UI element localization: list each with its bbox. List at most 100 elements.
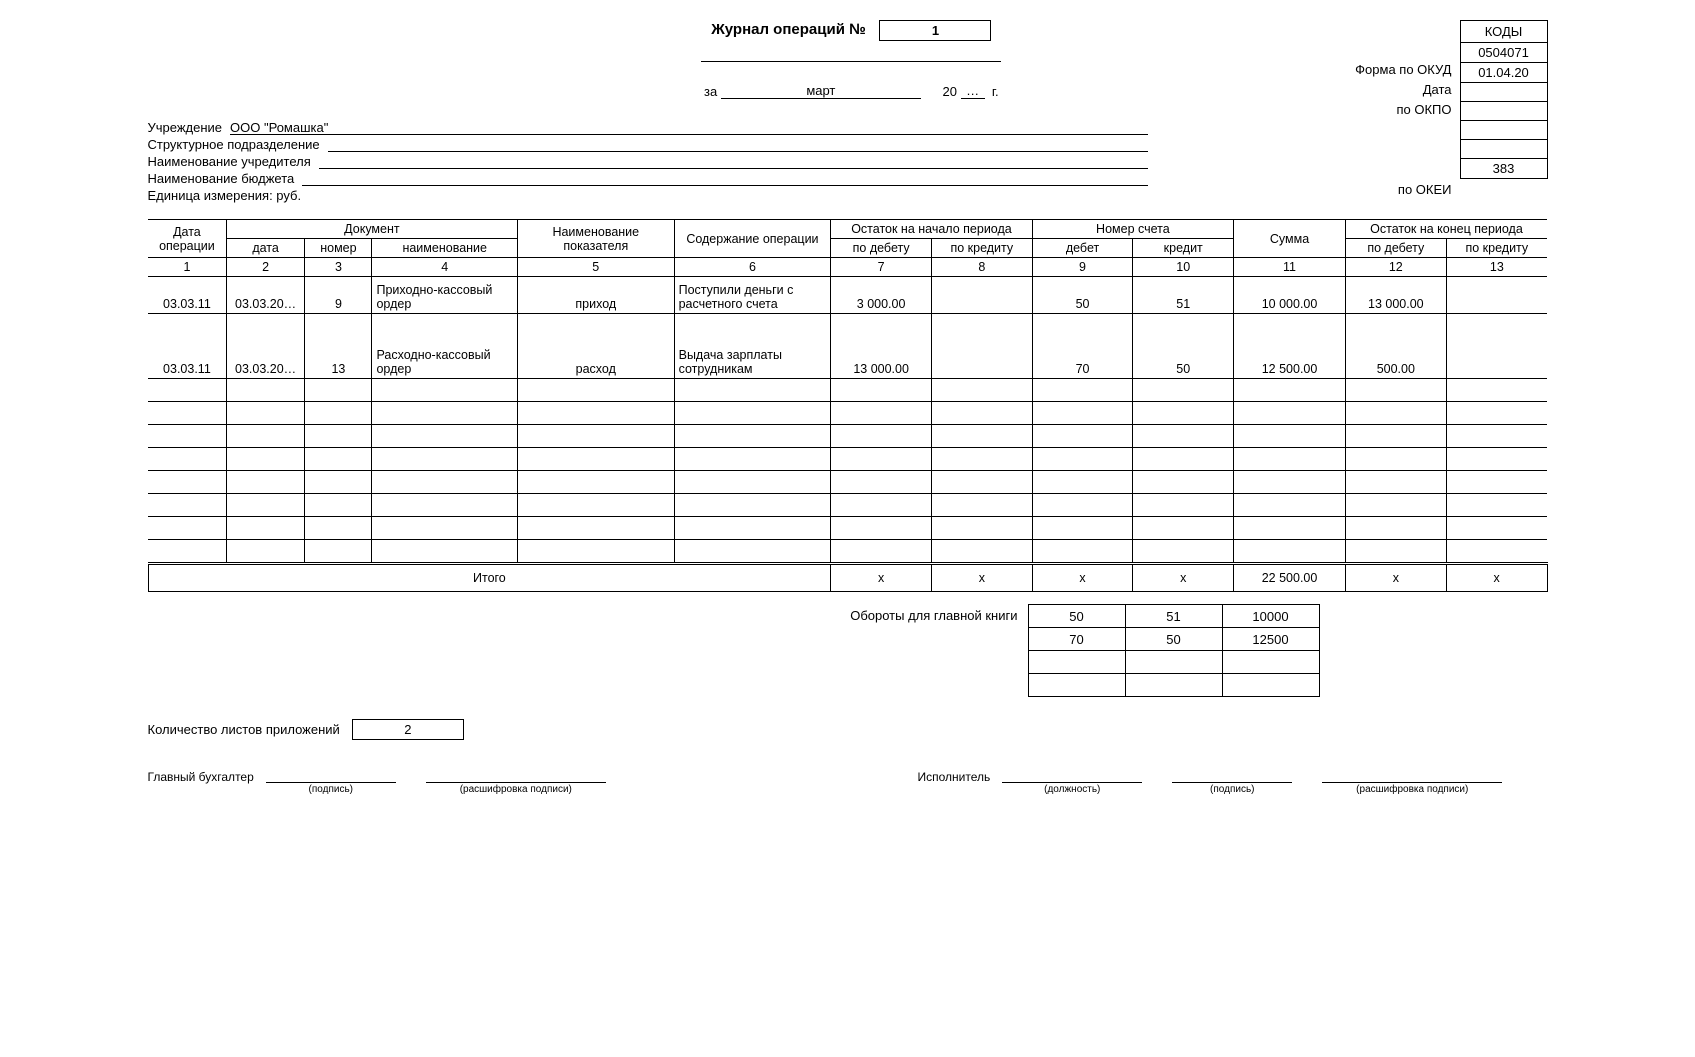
journal-number-box: 1 (879, 20, 991, 41)
total-acc-credit: x (1133, 564, 1234, 592)
period-year-dots: … (961, 83, 985, 98)
cell-empty (674, 379, 831, 402)
colnum: 13 (1446, 258, 1547, 277)
cell-empty (1234, 402, 1346, 425)
code-date: 01.04.20 (1460, 63, 1547, 83)
codes-label-blank (1355, 120, 1451, 140)
cell-empty (931, 379, 1032, 402)
cell-empty (674, 494, 831, 517)
cell-empty (372, 402, 517, 425)
cell-empty (148, 379, 226, 402)
codes-block: Форма по ОКУД Дата по ОКПО по ОКЕИ КОДЫ … (1355, 20, 1547, 200)
th-document: Документ (226, 220, 517, 239)
code-form: 0504071 (1460, 43, 1547, 63)
codes-label-blank (1355, 160, 1451, 180)
th-eb-credit: по кредиту (1446, 239, 1547, 258)
cell-sb-credit (931, 314, 1032, 379)
cell-empty (674, 540, 831, 564)
th-doc-name: наименование (372, 239, 517, 258)
table-row-empty (148, 517, 1547, 540)
cell-empty (148, 448, 226, 471)
turnover-cell (1222, 674, 1319, 697)
cell-empty (831, 402, 932, 425)
total-sb-credit: x (931, 564, 1032, 592)
cell-empty (1032, 448, 1133, 471)
cell-empty (1446, 402, 1547, 425)
info-institution-line: ООО "Ромашка" (230, 120, 1147, 135)
table-header-row: Дата операции Документ Наименование пока… (148, 220, 1547, 239)
cell-empty (831, 517, 932, 540)
th-sum: Сумма (1234, 220, 1346, 258)
period-prefix: за (704, 84, 717, 99)
turnover-cell: 70 (1028, 628, 1125, 651)
cell-indicator: приход (517, 277, 674, 314)
sign-caption: (расшифровка подписи) (426, 783, 606, 795)
total-row: Итого x x x x 22 500.00 x x (148, 564, 1547, 592)
cell-empty (226, 471, 305, 494)
cell-empty (1032, 471, 1133, 494)
cell-empty (931, 402, 1032, 425)
info-row-subdivision: Структурное подразделение (148, 137, 1148, 152)
turnover-row: 705012500 (1028, 628, 1319, 651)
cell-doc-date: 03.03.20… (226, 314, 305, 379)
cell-empty (148, 425, 226, 448)
cell-empty (372, 471, 517, 494)
th-end-balance: Остаток на конец периода (1345, 220, 1547, 239)
th-start-balance: Остаток на начало периода (831, 220, 1032, 239)
code-blank (1460, 102, 1547, 121)
sign-line (1002, 768, 1142, 783)
cell-empty (148, 494, 226, 517)
cell-empty (931, 425, 1032, 448)
cell-empty (226, 517, 305, 540)
turnover-row (1028, 651, 1319, 674)
codes-header: КОДЫ (1460, 21, 1547, 43)
sign-line (266, 768, 396, 783)
th-eb-debit: по дебету (1345, 239, 1446, 258)
sign-caption: (подпись) (1172, 783, 1292, 795)
table-row-empty (148, 494, 1547, 517)
cell-empty (1345, 448, 1446, 471)
info-row-founder: Наименование учредителя (148, 154, 1148, 169)
info-row-unit: Единица измерения: руб. (148, 188, 1148, 203)
cell-empty (1032, 540, 1133, 564)
cell-empty (1032, 402, 1133, 425)
cell-empty (931, 517, 1032, 540)
total-eb-credit: x (1446, 564, 1547, 592)
turnover-cell (1028, 674, 1125, 697)
table-row-empty (148, 425, 1547, 448)
cell-eb-credit (1446, 277, 1547, 314)
cell-doc-name: Приходно-кассовый ордер (372, 277, 517, 314)
cell-empty (1133, 517, 1234, 540)
cell-empty (1446, 448, 1547, 471)
total-label: Итого (148, 564, 831, 592)
cell-empty (305, 402, 372, 425)
cell-empty (372, 425, 517, 448)
cell-empty (831, 540, 932, 564)
cell-empty (517, 379, 674, 402)
cell-empty (305, 494, 372, 517)
info-subdivision-line (328, 137, 1148, 152)
cell-sb-debit: 13 000.00 (831, 314, 932, 379)
turnover-cell: 12500 (1222, 628, 1319, 651)
colnum: 2 (226, 258, 305, 277)
codes-label-okpo: по ОКПО (1355, 100, 1451, 120)
info-institution-label: Учреждение (148, 120, 231, 135)
th-doc-num: номер (305, 239, 372, 258)
cell-empty (517, 494, 674, 517)
info-institution-value: ООО "Ромашка" (230, 120, 328, 135)
cell-empty (305, 425, 372, 448)
info-founder-line (319, 154, 1148, 169)
cell-sb-credit (931, 277, 1032, 314)
cell-acc-credit: 51 (1133, 277, 1234, 314)
code-blank (1460, 121, 1547, 140)
th-acc-debit: дебет (1032, 239, 1133, 258)
th-sb-debit: по дебету (831, 239, 932, 258)
table-row-empty (148, 402, 1547, 425)
exec-decode-field: (расшифровка подписи) (1322, 768, 1502, 795)
cell-acc-credit: 50 (1133, 314, 1234, 379)
executor-label: Исполнитель (918, 768, 1003, 784)
cell-empty (226, 425, 305, 448)
table-row-empty (148, 471, 1547, 494)
th-acc-credit: кредит (1133, 239, 1234, 258)
cell-empty (1345, 471, 1446, 494)
